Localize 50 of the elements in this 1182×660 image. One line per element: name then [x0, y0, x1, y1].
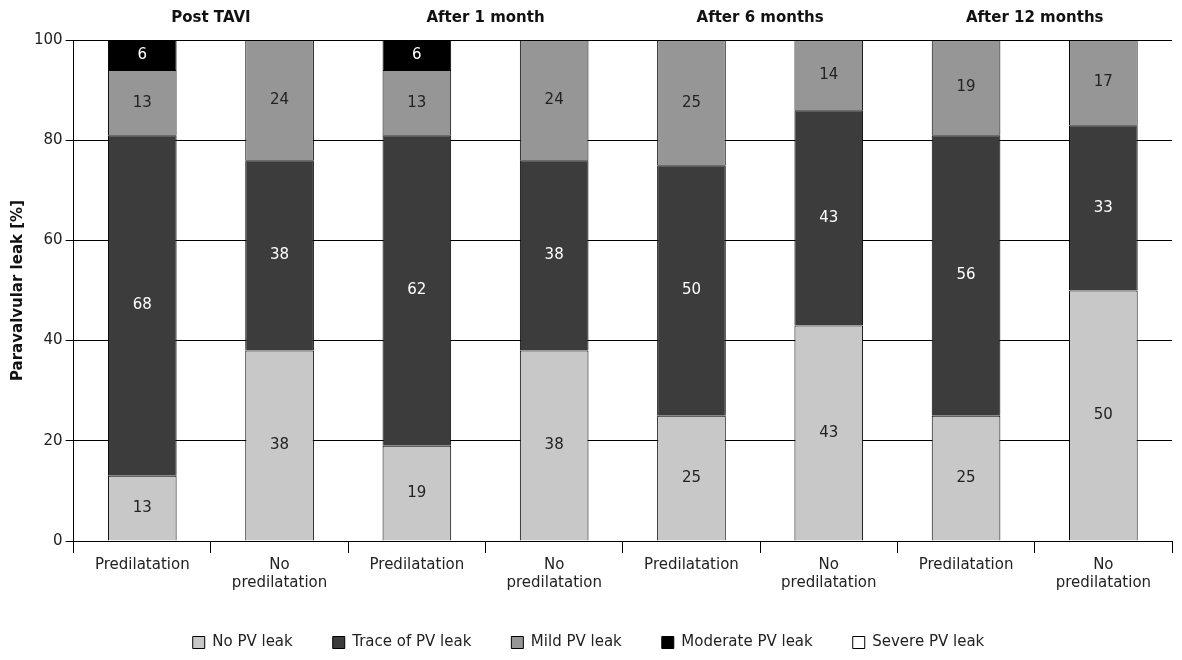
data-label: 19 — [956, 77, 976, 96]
x-tick-label: No predilatation — [506, 554, 602, 591]
data-label: 43 — [819, 422, 839, 441]
legend-label: No PV leak — [212, 632, 294, 651]
data-label: 56 — [956, 265, 976, 284]
data-label: 24 — [270, 90, 290, 109]
y-tick-label: 20 — [43, 430, 63, 449]
text: After 6 months — [696, 7, 824, 26]
legend-label: Trace of PV leak — [351, 632, 472, 651]
data-label: 38 — [270, 245, 290, 264]
legend-label: Moderate PV leak — [681, 632, 814, 651]
data-label: 25 — [681, 92, 702, 111]
data-label: 6 — [137, 44, 148, 63]
x-tick-label: Predilatation — [94, 554, 190, 573]
x-tick-label: Predilatation — [369, 554, 465, 573]
y-tick-label: 60 — [43, 230, 63, 249]
y-tick-label: 80 — [43, 130, 63, 149]
y-tick-label: 100 — [33, 29, 63, 48]
data-label: 50 — [1093, 405, 1113, 424]
data-label: 24 — [544, 90, 564, 109]
data-label: 6 — [412, 44, 422, 63]
x-tick-label: Predilatation — [918, 554, 1014, 573]
text: After 12 months — [965, 7, 1104, 26]
y-axis-title: Paravalvular leak [%] — [7, 200, 26, 381]
text: After 1 month — [426, 7, 545, 26]
data-label: 33 — [1093, 197, 1113, 216]
data-label: 68 — [132, 295, 152, 314]
data-label: 13 — [407, 92, 427, 111]
x-tick-label: No predilatation — [231, 554, 328, 591]
data-label: 38 — [544, 435, 564, 454]
y-tick-label: 0 — [53, 530, 63, 549]
x-tick-label: No predilatation — [1055, 554, 1152, 591]
data-label: 62 — [407, 280, 427, 299]
data-label: 38 — [544, 245, 564, 264]
data-label: 43 — [819, 207, 839, 226]
data-label: 13 — [132, 92, 152, 111]
x-tick-label: No predilatation — [781, 554, 877, 591]
data-label: 14 — [819, 64, 839, 83]
data-label: 19 — [407, 483, 427, 502]
data-label: 50 — [681, 280, 702, 299]
y-tick-label: 40 — [43, 330, 63, 349]
data-label: 38 — [270, 435, 290, 454]
data-label: 25 — [956, 468, 976, 487]
data-label: 25 — [681, 468, 702, 487]
data-label: 17 — [1093, 72, 1113, 91]
legend-label: Mild PV leak — [530, 632, 623, 651]
legend-label: Severe PV leak — [872, 632, 985, 651]
text: Post TAVI — [171, 7, 251, 26]
data-label: 13 — [132, 498, 152, 517]
x-tick-label: Predilatation — [644, 554, 739, 573]
